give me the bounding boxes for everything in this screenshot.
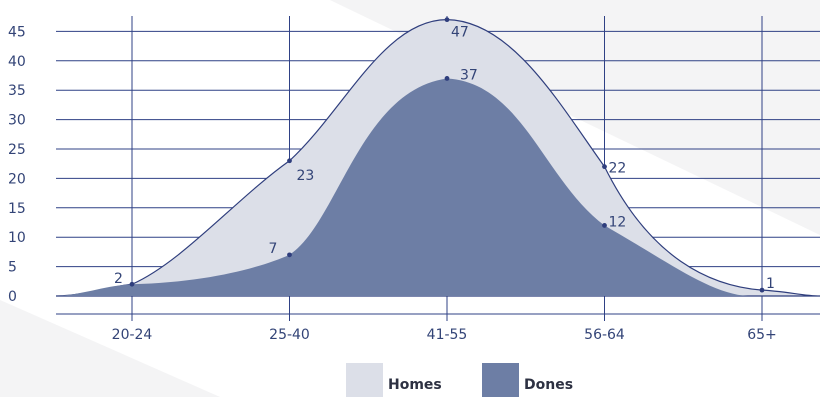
y-tick-label: 30	[8, 113, 26, 129]
data-label-dones: 37	[460, 67, 478, 83]
point-homes	[759, 287, 765, 293]
y-axis-ticks: 0 5 10 15 20 25 30 35 40 45	[8, 24, 26, 305]
point-dones	[602, 223, 607, 228]
point-homes	[444, 17, 450, 23]
point-homes	[129, 281, 135, 287]
x-tick-label: 25-40	[269, 327, 310, 343]
x-tick-label: 20-24	[112, 327, 153, 343]
point-layer: 2 23 47 22 1 7 37 12	[114, 17, 775, 293]
data-label-homes: 47	[451, 25, 469, 41]
point-dones	[444, 76, 450, 81]
legend-label-homes: Homes	[388, 377, 442, 393]
legend: Homes Dones	[346, 363, 573, 397]
y-tick-label: 45	[8, 24, 26, 40]
y-tick-label: 10	[8, 230, 26, 246]
legend-swatch-homes	[346, 363, 383, 397]
y-tick-label: 25	[8, 142, 26, 158]
x-tick-label: 56-64	[584, 327, 625, 343]
point-dones	[287, 252, 292, 258]
point-homes	[287, 158, 292, 164]
y-tick-label: 5	[8, 260, 17, 276]
y-tick-label: 20	[8, 171, 26, 187]
y-tick-label: 0	[8, 289, 17, 305]
x-tick-label: 65+	[747, 327, 777, 343]
data-label-homes: 23	[297, 168, 315, 184]
legend-label-dones: Dones	[524, 377, 573, 393]
point-homes	[602, 164, 607, 170]
legend-swatch-dones	[482, 363, 519, 397]
x-tick-label: 41-55	[427, 327, 468, 343]
data-label-homes: 1	[766, 276, 775, 292]
y-tick-label: 35	[8, 83, 26, 99]
data-label-homes: 2	[114, 271, 123, 287]
x-axis-ticks: 20-24 25-40 41-55 56-64 65+	[112, 327, 777, 343]
area-dones	[56, 78, 820, 296]
y-tick-label: 15	[8, 201, 26, 217]
y-tick-label: 40	[8, 54, 26, 70]
data-label-dones: 12	[609, 214, 627, 230]
data-label-homes: 22	[609, 161, 627, 177]
data-label-dones: 7	[269, 241, 278, 257]
